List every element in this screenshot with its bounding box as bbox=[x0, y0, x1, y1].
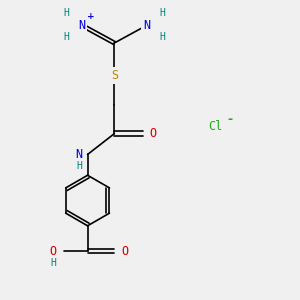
Text: H: H bbox=[160, 8, 165, 18]
Text: N: N bbox=[78, 19, 85, 32]
Text: H: H bbox=[63, 32, 69, 42]
Text: O: O bbox=[149, 127, 157, 140]
Text: S: S bbox=[111, 69, 118, 82]
Text: Cl: Cl bbox=[208, 120, 223, 133]
Text: H: H bbox=[160, 32, 165, 42]
Text: H: H bbox=[50, 258, 56, 268]
Text: -: - bbox=[227, 113, 232, 126]
Text: N: N bbox=[143, 19, 151, 32]
Text: N: N bbox=[76, 148, 83, 161]
Text: O: O bbox=[50, 244, 57, 258]
Text: H: H bbox=[76, 161, 82, 171]
Text: H: H bbox=[63, 8, 69, 18]
Text: +: + bbox=[87, 12, 95, 21]
Text: O: O bbox=[121, 244, 128, 258]
